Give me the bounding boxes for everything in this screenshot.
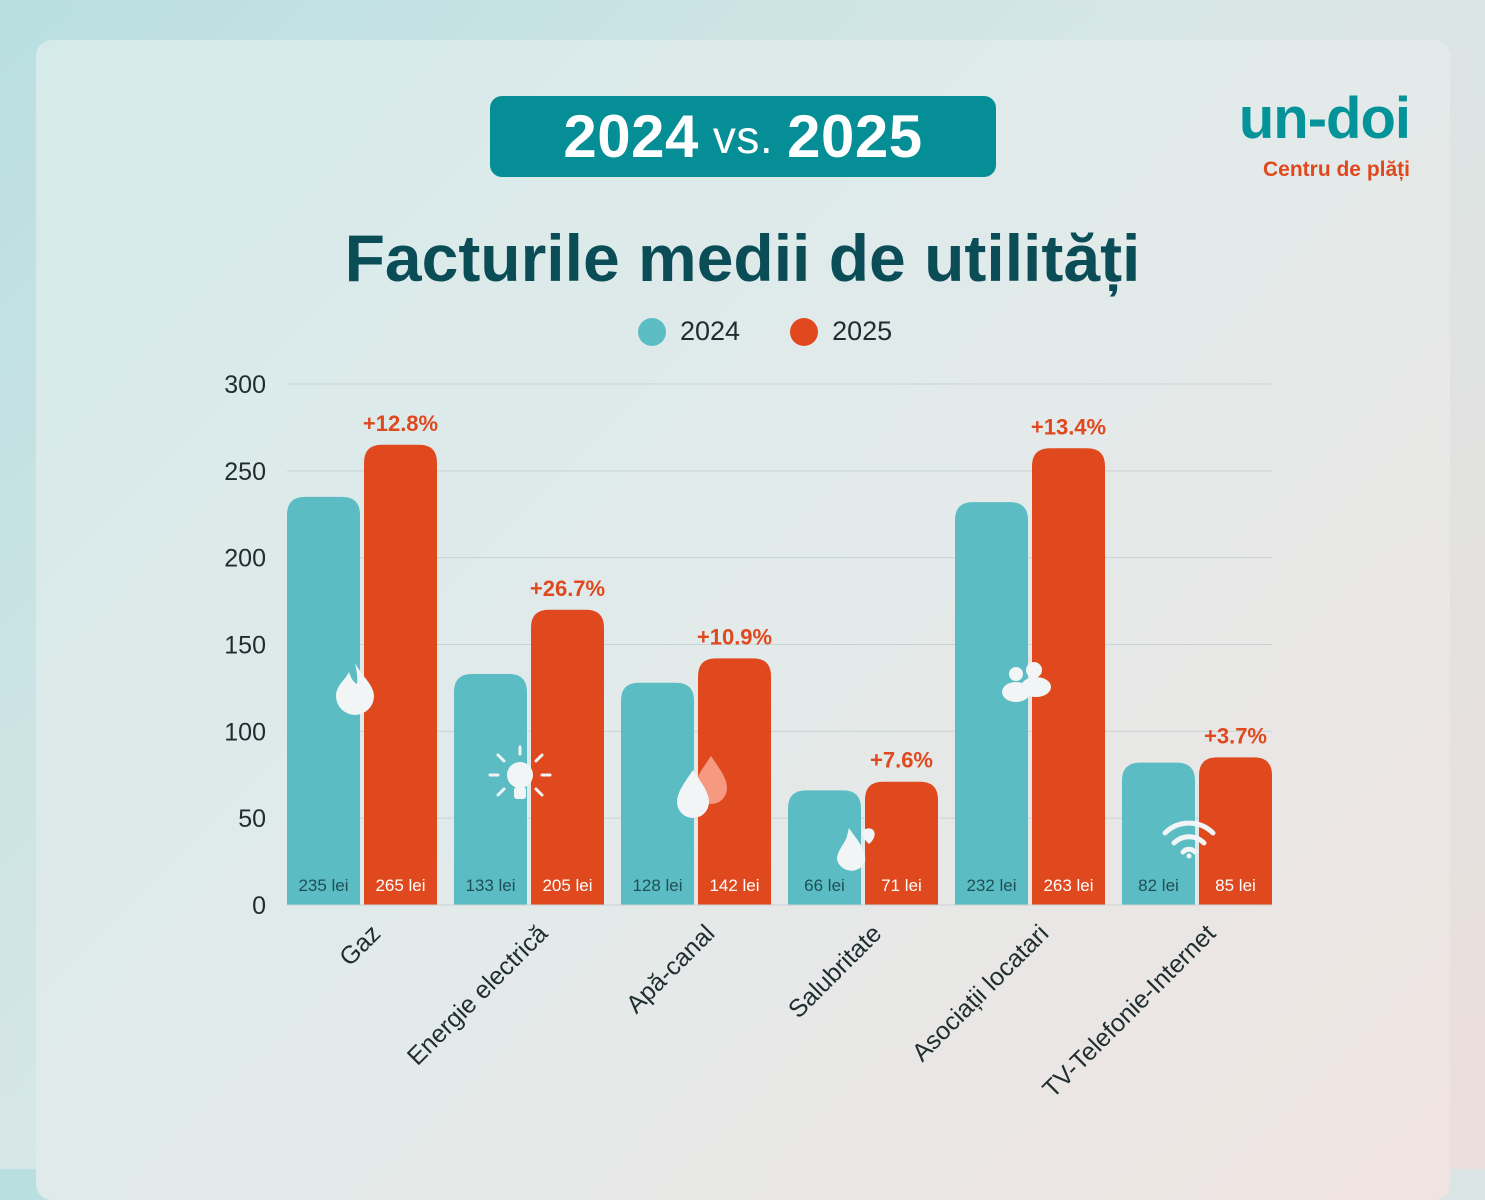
comparison-badge: 2024 vs. 2025 <box>490 96 996 177</box>
bar-value-label: 205 lei <box>542 876 592 895</box>
person-head <box>1026 662 1042 678</box>
wifi-arc <box>1180 846 1198 855</box>
change-label: +26.7% <box>530 576 605 601</box>
x-axis-label: Gaz <box>334 919 386 971</box>
x-axis-label: Apă-canal <box>621 919 720 1018</box>
bar-value-label: 82 lei <box>1138 876 1179 895</box>
bar-2025-1 <box>531 609 604 905</box>
x-axis-label: TV-Telefonie-Internet <box>1037 919 1221 1103</box>
bar-2025-0 <box>364 444 437 905</box>
legend-label-2025: 2025 <box>832 316 893 346</box>
x-axis-label: Energie electrică <box>402 919 554 1071</box>
wifi-arc <box>1162 820 1216 836</box>
badge-year-a: 2024 <box>563 103 699 170</box>
x-axis-label: Salubritate <box>783 919 887 1023</box>
bulb-ray <box>496 753 506 763</box>
x-axis-label: Asociații locatari <box>907 919 1055 1067</box>
bar-2024-4 <box>955 502 1028 905</box>
chart-card <box>36 40 1450 1200</box>
wifi-icon <box>1162 820 1216 859</box>
y-tick-label: 300 <box>224 371 266 399</box>
change-label: +10.9% <box>697 624 772 649</box>
bulb-globe <box>507 762 533 788</box>
y-tick-label: 150 <box>224 632 266 660</box>
legend-item-2024: 2024 <box>638 316 740 347</box>
badge-vs: vs. <box>712 110 774 163</box>
person-body <box>1021 677 1051 697</box>
bar-value-label: 133 lei <box>465 876 515 895</box>
wifi-arc <box>1171 834 1207 846</box>
bar-2025-2 <box>698 658 771 905</box>
people-icon <box>1002 662 1051 702</box>
chart-legend: 2024 2025 <box>638 316 942 347</box>
brand-name: un-doi <box>1238 86 1411 151</box>
brand-logo: un-doi Centru de plăți <box>1200 84 1411 182</box>
bar-value-label: 66 lei <box>804 876 845 895</box>
flame-icon <box>336 663 374 715</box>
y-tick-label: 0 <box>252 892 266 920</box>
change-label: +12.8% <box>363 411 438 436</box>
bar-value-label: 71 lei <box>881 876 922 895</box>
legend-dot-2025 <box>790 317 819 346</box>
bar-2024-3 <box>788 790 861 905</box>
bar-2025-3 <box>865 781 938 905</box>
y-tick-label: 50 <box>238 805 266 833</box>
change-label: +3.7% <box>1204 723 1267 748</box>
leaf-flame-icon <box>837 828 875 871</box>
water-drops-icon <box>677 756 727 818</box>
bulb-ray <box>534 787 544 797</box>
bulb-ray <box>534 753 544 763</box>
person-head <box>1009 667 1023 681</box>
bar-2024-1 <box>454 674 527 905</box>
wifi-dot <box>1186 853 1192 859</box>
page-title: Facturile medii de utilități <box>344 221 1141 295</box>
bar-value-label: 85 lei <box>1215 876 1256 895</box>
bar-value-label: 265 lei <box>375 876 425 895</box>
drop-front <box>677 770 709 818</box>
bulb-ray <box>496 787 506 797</box>
brand-subtitle: Centru de plăți <box>1262 158 1410 181</box>
bar-value-label: 142 lei <box>709 876 759 895</box>
y-tick-label: 100 <box>224 718 266 746</box>
bar-2024-5 <box>1122 762 1195 905</box>
bar-value-label: 128 lei <box>632 876 682 895</box>
lightbulb-icon <box>488 745 552 799</box>
badge-year-b: 2025 <box>787 103 923 170</box>
bar-2025-5 <box>1199 757 1272 905</box>
change-label: +13.4% <box>1031 414 1106 439</box>
legend-item-2025: 2025 <box>790 316 892 347</box>
bar-2024-0 <box>287 496 360 905</box>
legend-label-2024: 2024 <box>680 316 741 346</box>
bulb-base <box>514 787 526 799</box>
y-tick-label: 250 <box>224 458 266 486</box>
bar-value-label: 232 lei <box>966 876 1016 895</box>
bar-value-label: 235 lei <box>298 876 348 895</box>
change-label: +7.6% <box>870 748 933 773</box>
bar-value-label: 263 lei <box>1043 876 1093 895</box>
bar-chart: 0 50 100 150 200 250 300 235 lei 265 lei +12.8% Ga… <box>224 371 1272 1103</box>
bar-2025-4 <box>1032 448 1105 905</box>
y-tick-label: 200 <box>224 545 266 573</box>
bar-2024-2 <box>621 682 694 905</box>
legend-dot-2024 <box>638 317 666 346</box>
